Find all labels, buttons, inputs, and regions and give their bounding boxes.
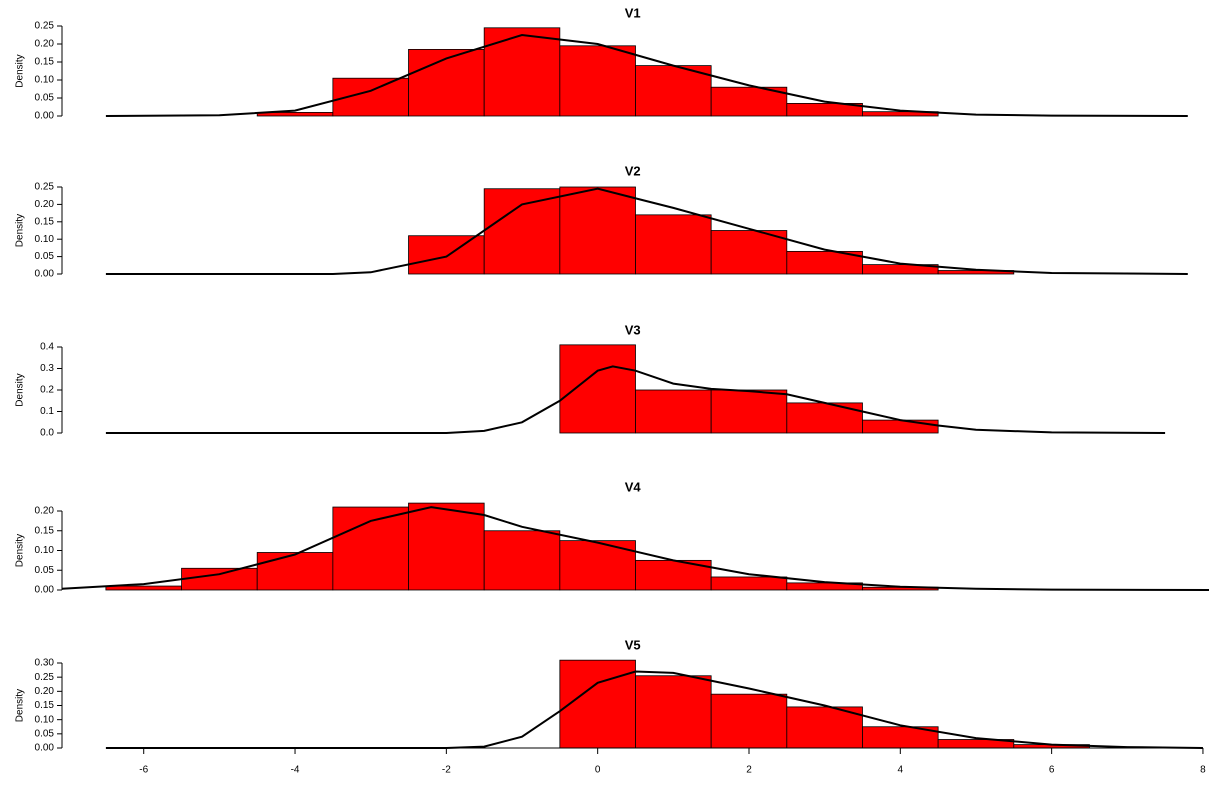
- bar: [710, 230, 788, 275]
- y-tick-label: 0.20: [35, 686, 55, 697]
- y-tick-label: 0.00: [35, 111, 55, 122]
- y-tick-label: 0.00: [35, 585, 55, 596]
- bar: [710, 693, 788, 749]
- y-tick-label: 0.20: [35, 506, 55, 517]
- bar: [559, 186, 636, 275]
- y-tick-label: 0.15: [35, 525, 55, 536]
- bar: [408, 235, 485, 275]
- x-tick-label: 0: [595, 765, 601, 776]
- bar: [483, 530, 561, 591]
- bar: [181, 567, 258, 591]
- bar: [786, 402, 863, 434]
- bar: [710, 86, 788, 117]
- bar: [862, 111, 939, 117]
- density-curve: [105, 365, 1166, 434]
- bar: [786, 103, 863, 117]
- y-tick-label: 0.15: [35, 700, 55, 711]
- bar: [408, 502, 485, 591]
- y-axis-label: Density: [15, 534, 26, 567]
- density-curve: [61, 506, 1209, 591]
- bar: [862, 419, 939, 434]
- bar: [786, 250, 863, 275]
- y-tick-label: 0.05: [35, 251, 55, 262]
- y-tick-label: 0.10: [35, 545, 55, 556]
- density-curve: [105, 670, 1203, 749]
- y-axis-label: Density: [15, 54, 26, 87]
- y-tick-label: 0.15: [35, 216, 55, 227]
- bar: [635, 389, 712, 434]
- y-tick-label: 0.1: [40, 406, 54, 417]
- y-axis-label: Density: [15, 214, 26, 247]
- y-axis-label: Density: [15, 373, 26, 406]
- bar: [635, 214, 712, 275]
- y-tick-label: 0.10: [35, 75, 55, 86]
- y-tick-label: 0.20: [35, 199, 55, 210]
- y-tick-label: 0.3: [40, 363, 54, 374]
- y-axis-label: Density: [15, 689, 26, 722]
- bar: [483, 188, 561, 275]
- panel-title: V4: [625, 479, 642, 494]
- y-tick-label: 0.00: [35, 743, 55, 754]
- x-tick-label: 2: [746, 765, 752, 776]
- y-tick-label: 0.20: [35, 39, 55, 50]
- bar: [710, 389, 788, 434]
- y-tick-label: 0.25: [35, 182, 55, 193]
- bar: [332, 506, 409, 591]
- y-tick-label: 0.05: [35, 93, 55, 104]
- x-tick-label: -2: [442, 765, 451, 776]
- bar: [559, 45, 636, 117]
- x-tick-label: 6: [1049, 765, 1055, 776]
- x-tick-label: -4: [291, 765, 300, 776]
- y-tick-label: 0.30: [35, 658, 55, 669]
- y-tick-label: 0.10: [35, 714, 55, 725]
- bar: [559, 659, 636, 749]
- bar: [635, 675, 712, 749]
- panel-title: V2: [625, 163, 641, 178]
- y-tick-label: 0.05: [35, 565, 55, 576]
- bar: [635, 65, 712, 117]
- y-tick-label: 0.0: [40, 428, 54, 439]
- panel-title: V1: [625, 5, 641, 20]
- bar: [559, 344, 636, 434]
- density-curve: [105, 33, 1188, 117]
- x-tick-label: -6: [139, 765, 148, 776]
- y-tick-label: 0.10: [35, 234, 55, 245]
- x-tick-label: 8: [1200, 765, 1206, 776]
- panel-title: V5: [625, 637, 641, 652]
- y-tick-label: 0.4: [40, 342, 54, 353]
- bar: [105, 585, 182, 591]
- bar: [408, 49, 485, 117]
- bar: [483, 27, 561, 117]
- bar: [710, 576, 788, 591]
- y-tick-label: 0.25: [35, 21, 55, 32]
- x-tick-label: 4: [898, 765, 904, 776]
- y-tick-label: 0.00: [35, 269, 55, 280]
- panel-title: V3: [625, 322, 641, 337]
- bar: [786, 706, 863, 749]
- density-curve: [105, 187, 1188, 275]
- y-tick-label: 0.05: [35, 728, 55, 739]
- y-tick-label: 0.25: [35, 672, 55, 683]
- y-tick-label: 0.15: [35, 57, 55, 68]
- y-tick-label: 0.2: [40, 385, 54, 396]
- bar: [256, 552, 334, 591]
